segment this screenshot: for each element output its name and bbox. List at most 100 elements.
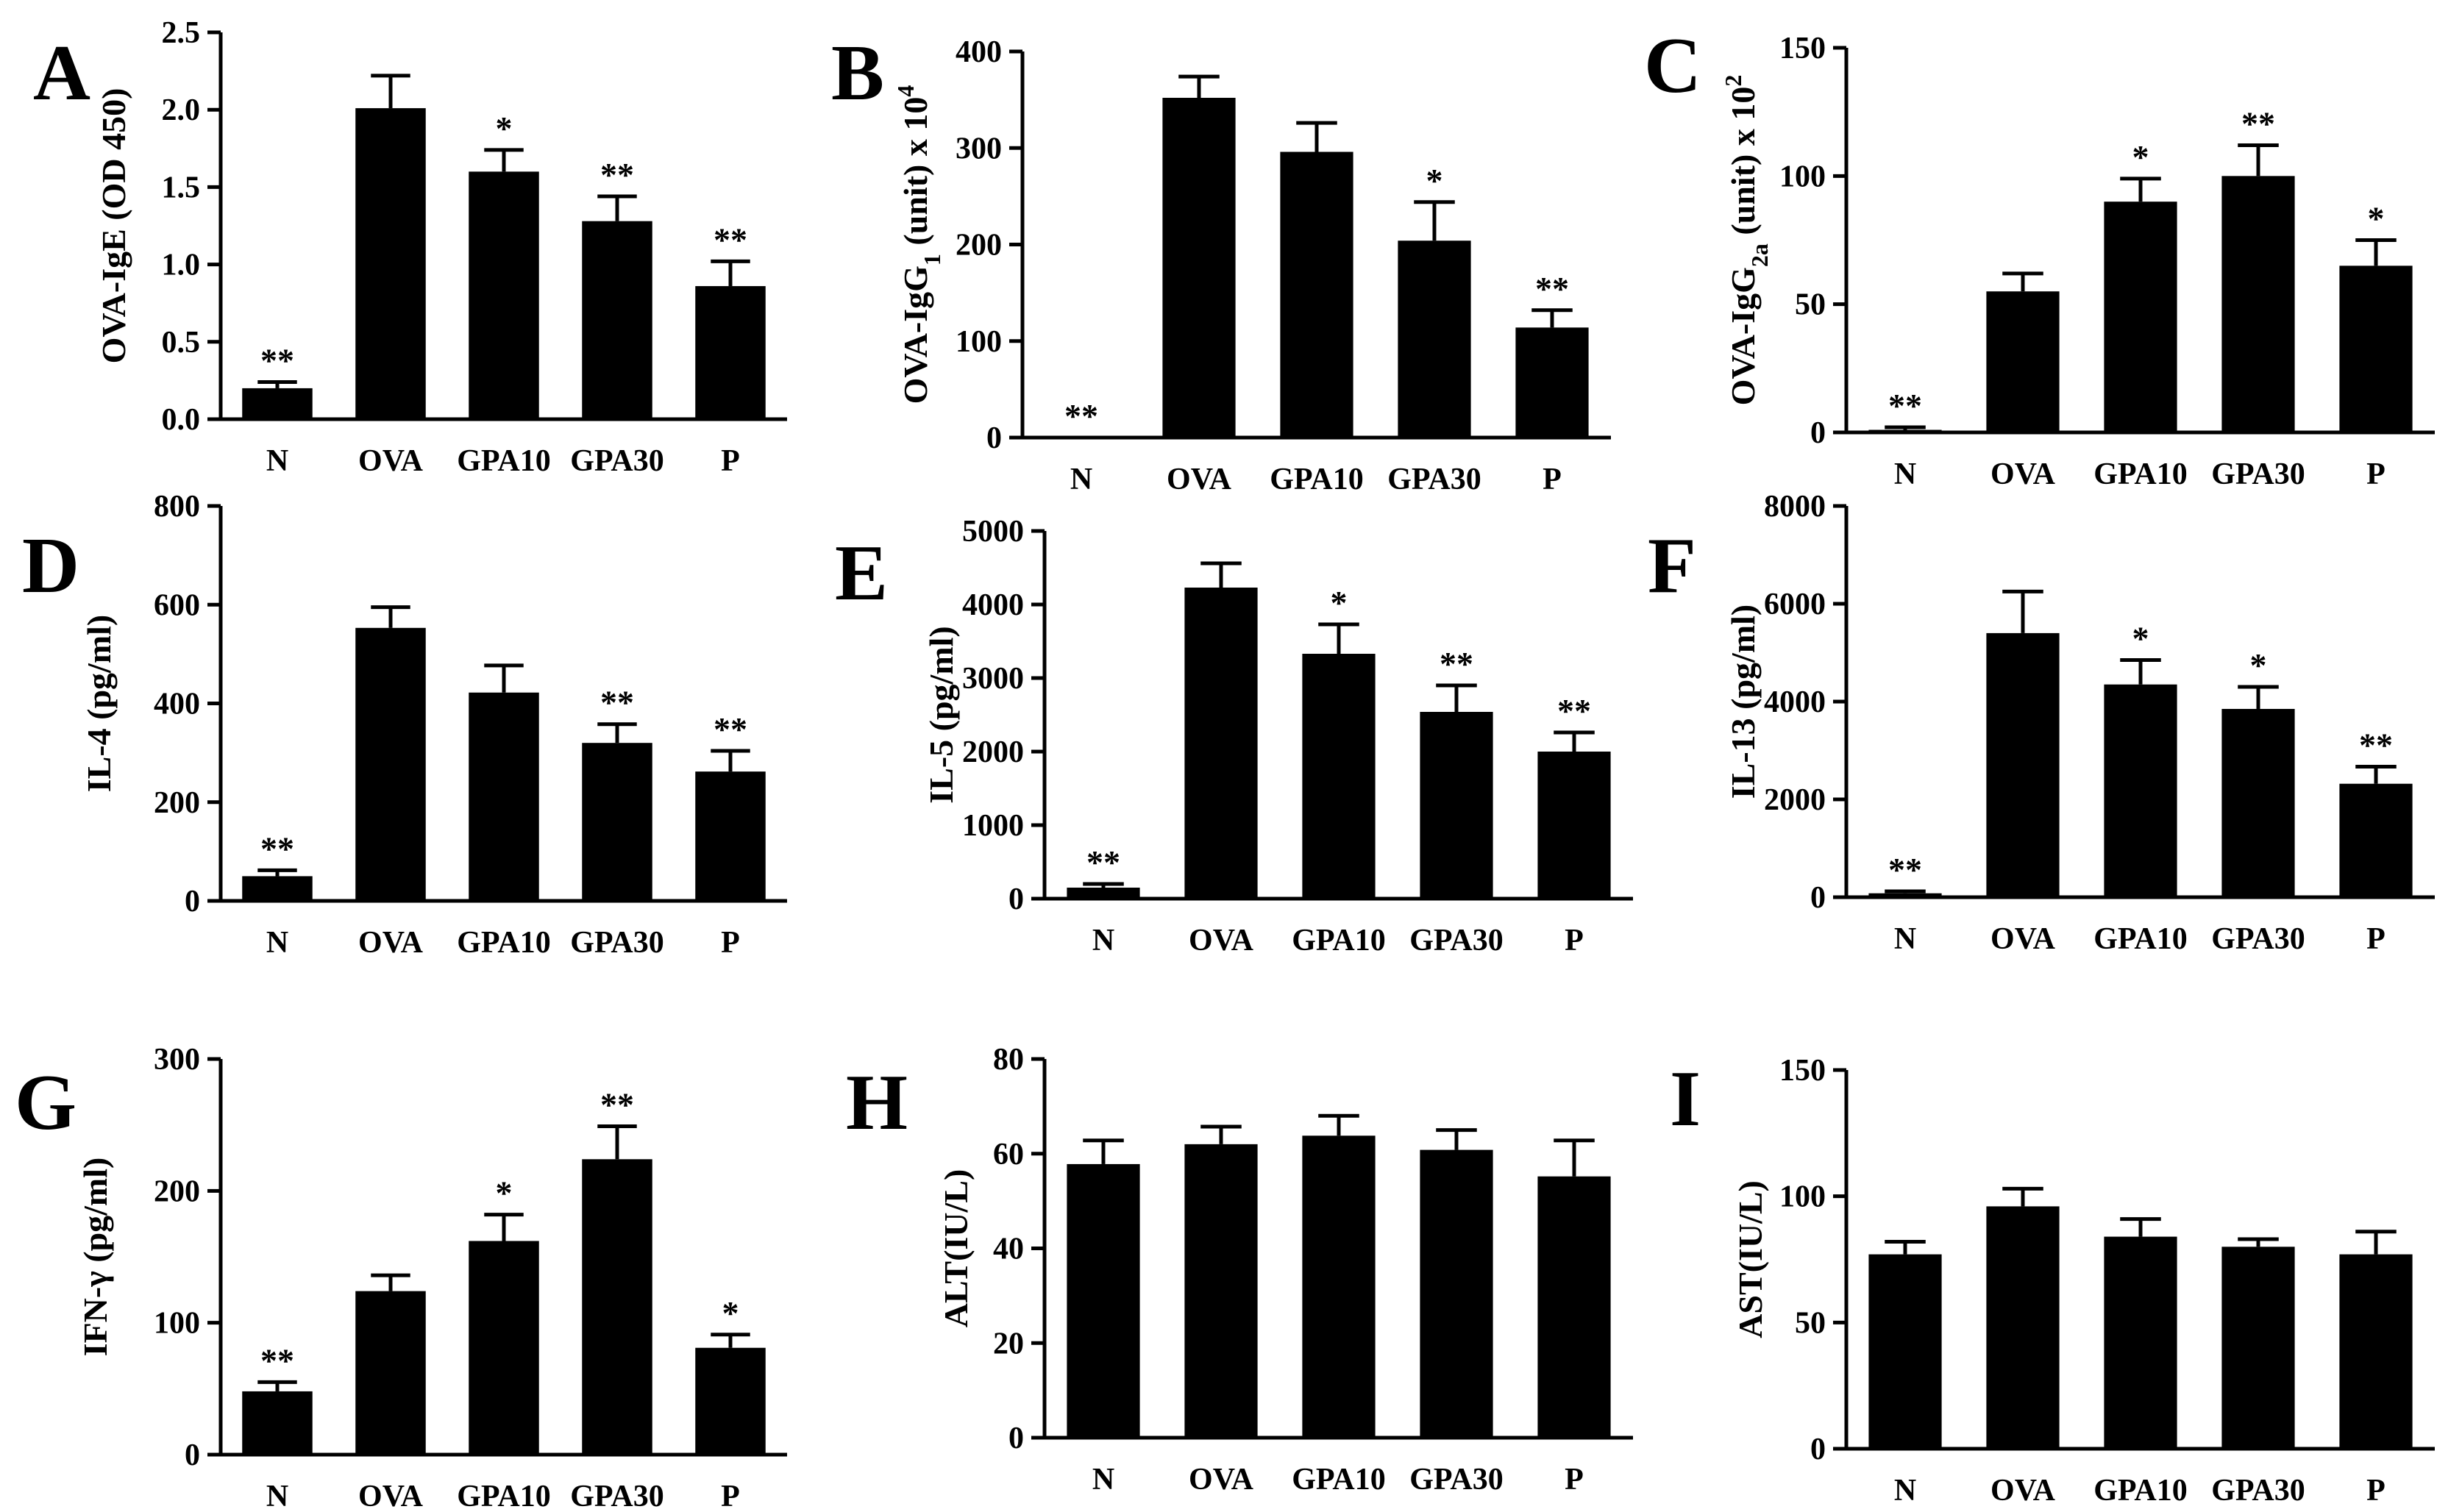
chart-panel-d: D 0 200 400 600 800 ** N OVA GPA10 ** GPA30 ** P IL-4 …	[22, 490, 787, 960]
x-tick-label: GPA30	[570, 1480, 664, 1512]
significance-marker: *	[1426, 162, 1443, 199]
bar-gpa10	[2104, 202, 2177, 432]
significance-marker: **	[1440, 645, 1473, 682]
x-tick-label: GPA10	[457, 1480, 551, 1512]
bar-gpa10	[1302, 654, 1376, 899]
chart-panel-g: G 0 100 200 300 ** N OVA * GPA10 ** GPA30 * P IFN-γ (p…	[15, 1043, 787, 1512]
y-tick-label: 8000	[1764, 490, 1826, 524]
y-axis-label-main: OVA-IgG	[1724, 267, 1762, 405]
chart-panel-b: B 0 100 200 300 400 ** N OVA GPA10 * GPA30 ** P OVA-Ig…	[831, 29, 1611, 496]
y-tick-label: 200	[154, 1174, 200, 1208]
panel-letter: E	[835, 529, 888, 617]
significance-marker: *	[2250, 646, 2267, 684]
bar-ova	[355, 1291, 426, 1455]
bar-ova	[1162, 98, 1236, 438]
x-tick-label: P	[2366, 1474, 2385, 1508]
y-tick-label: 300	[154, 1043, 200, 1077]
significance-marker: *	[2132, 138, 2149, 176]
x-tick-label: P	[2366, 457, 2385, 491]
y-axis-label: IL-13 (pg/ml)	[1724, 605, 1762, 799]
x-tick-label: P	[721, 1480, 740, 1512]
x-tick-label: GPA10	[1270, 463, 1364, 496]
y-axis-label: IFN-γ (pg/ml)	[77, 1158, 114, 1357]
significance-marker: **	[260, 342, 294, 379]
y-axis-label: IL-4 (pg/ml)	[80, 615, 118, 793]
bar-ova	[1986, 632, 2060, 897]
bar-n	[242, 388, 313, 419]
y-tick-label: 100	[1779, 160, 1826, 193]
x-tick-label: GPA10	[2093, 457, 2188, 491]
x-tick-label: GPA30	[2211, 1474, 2305, 1508]
y-tick-label: 0	[1810, 881, 1826, 915]
significance-marker: **	[600, 156, 634, 193]
y-tick-label: 300	[956, 132, 1002, 165]
bar-p	[2339, 1254, 2413, 1449]
y-axis-label-superscript: 4	[892, 85, 919, 97]
y-tick-label: 2000	[962, 735, 1024, 769]
y-axis-label-main: AST(IU/L)	[1732, 1180, 1769, 1338]
x-tick-label: N	[266, 1480, 288, 1512]
x-tick-label: GPA30	[2211, 457, 2305, 491]
bar-n	[242, 876, 313, 901]
bar-gpa30	[2221, 708, 2295, 897]
significance-marker: **	[1064, 397, 1098, 435]
bar-ova	[355, 627, 426, 901]
x-tick-label: GPA30	[570, 444, 664, 478]
y-tick-label: 0.0	[162, 403, 201, 437]
significance-marker: **	[260, 830, 294, 867]
y-tick-label: 2.5	[162, 16, 201, 50]
y-tick-label: 80	[993, 1043, 1024, 1077]
x-tick-label: P	[721, 444, 740, 478]
x-tick-label: OVA	[1189, 924, 1254, 958]
y-tick-label: 4000	[1764, 685, 1826, 719]
panel-letter: C	[1644, 22, 1701, 110]
chart-panel-h: H 0 20 40 60 80 N OVA GPA10 GPA30 P ALT(IU/L)	[846, 1043, 1633, 1497]
bar-p	[1537, 752, 1611, 899]
x-tick-label: OVA	[1167, 463, 1232, 496]
y-axis-label-main: OVA-IgE (OD 450)	[95, 88, 132, 364]
significance-marker: **	[2241, 104, 2275, 142]
significance-marker: **	[1888, 387, 1922, 424]
y-tick-label: 0	[185, 1438, 200, 1472]
bar-gpa10	[469, 692, 539, 901]
bar-gpa30	[2221, 1247, 2295, 1449]
x-tick-label: OVA	[1990, 457, 2056, 491]
bar-gpa30	[582, 1159, 652, 1455]
chart-panel-f: F 0 2000 4000 6000 8000 ** N OVA * GPA10 * GPA30 ** P I…	[1648, 490, 2435, 956]
y-tick-label: 1.0	[162, 249, 201, 282]
significance-marker: **	[260, 1341, 294, 1379]
x-tick-label: GPA10	[457, 444, 551, 478]
y-tick-label: 50	[1795, 288, 1826, 322]
y-tick-label: 600	[154, 588, 200, 622]
bar-gpa10	[469, 1241, 539, 1455]
bar-gpa30	[1398, 240, 1471, 438]
y-tick-label: 0	[1810, 416, 1826, 450]
bar-n	[1868, 429, 1942, 432]
y-tick-label: 0	[1810, 1433, 1826, 1466]
y-axis-label-main: ALT(IU/L)	[937, 1169, 975, 1328]
significance-marker: **	[1535, 270, 1569, 307]
y-tick-label: 4000	[962, 588, 1024, 622]
y-tick-label: 1000	[962, 809, 1024, 843]
y-axis-label-main: OVA-IgG	[897, 265, 934, 404]
y-tick-label: 6000	[1764, 588, 1826, 621]
bar-gpa10	[1302, 1135, 1376, 1438]
y-tick-label: 20	[993, 1327, 1024, 1361]
y-tick-label: 40	[993, 1233, 1024, 1266]
bar-gpa30	[582, 743, 652, 901]
y-axis-label-main: IL-13 (pg/ml)	[1724, 605, 1762, 799]
y-tick-label: 100	[154, 1307, 200, 1341]
bar-n	[1868, 893, 1942, 897]
y-tick-label: 100	[956, 325, 1002, 359]
bar-gpa10	[469, 171, 539, 420]
bar-n	[1868, 1254, 1942, 1449]
y-tick-label: 60	[993, 1138, 1024, 1172]
y-tick-label: 50	[1795, 1306, 1826, 1340]
bar-gpa30	[2221, 176, 2295, 433]
bar-gpa10	[2104, 684, 2177, 897]
y-tick-label: 5000	[962, 515, 1024, 549]
x-tick-label: OVA	[1189, 1463, 1254, 1497]
y-axis-label-tail: (unit) x 10	[1724, 87, 1762, 243]
x-tick-label: P	[1565, 924, 1584, 958]
